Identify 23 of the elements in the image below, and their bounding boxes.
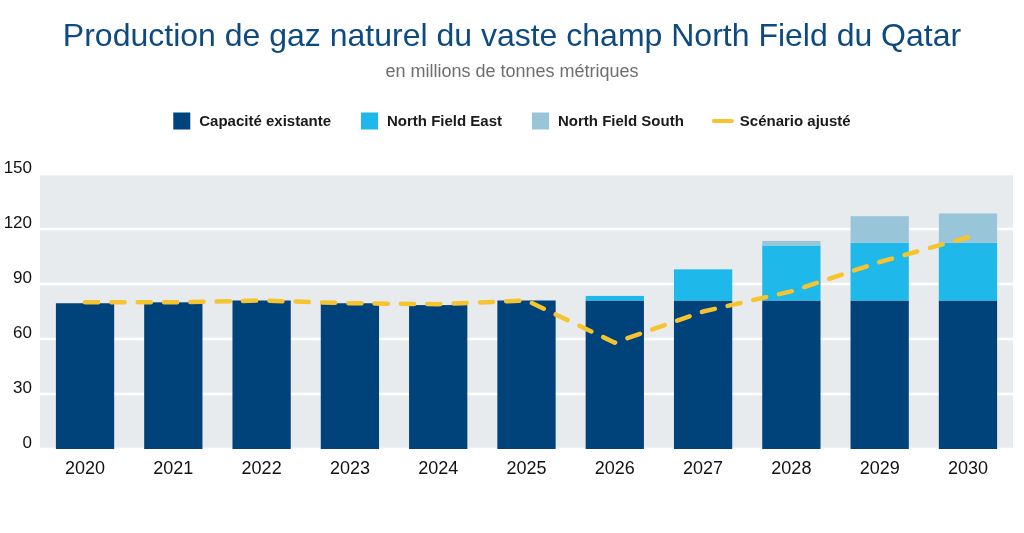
legend-label: North Field East: [387, 112, 503, 130]
x-tick-label: 2020: [65, 458, 106, 479]
x-tick-label: 2022: [241, 458, 282, 479]
x-tick-label: 2027: [683, 458, 724, 479]
x-tick-label: 2023: [329, 458, 370, 479]
chart-title: Production de gaz naturel du vaste champ North Field du Qatar: [62, 17, 962, 53]
x-tick-label: 2030: [947, 458, 988, 479]
y-tick-label: 120: [3, 213, 32, 233]
x-tick-label: 2028: [771, 458, 812, 479]
y-tick-label: 150: [3, 158, 32, 178]
x-tick-label: 2025: [506, 458, 547, 479]
x-tick-label: 2029: [859, 458, 900, 479]
legend-label: North Field South: [558, 112, 684, 130]
legend-label: Capacité existante: [199, 112, 332, 130]
y-tick-label: 90: [13, 268, 32, 288]
y-tick-label: 30: [13, 378, 32, 398]
x-tick-label: 2026: [594, 458, 635, 479]
chart-subtitle: en millions de tonnes métriques: [385, 61, 639, 81]
x-tick-label: 2024: [418, 458, 459, 479]
legend-label: Scénario ajusté: [739, 112, 851, 130]
x-tick-label: 2021: [153, 458, 194, 479]
y-tick-label: 60: [13, 323, 32, 343]
y-tick-label: 0: [22, 433, 32, 453]
